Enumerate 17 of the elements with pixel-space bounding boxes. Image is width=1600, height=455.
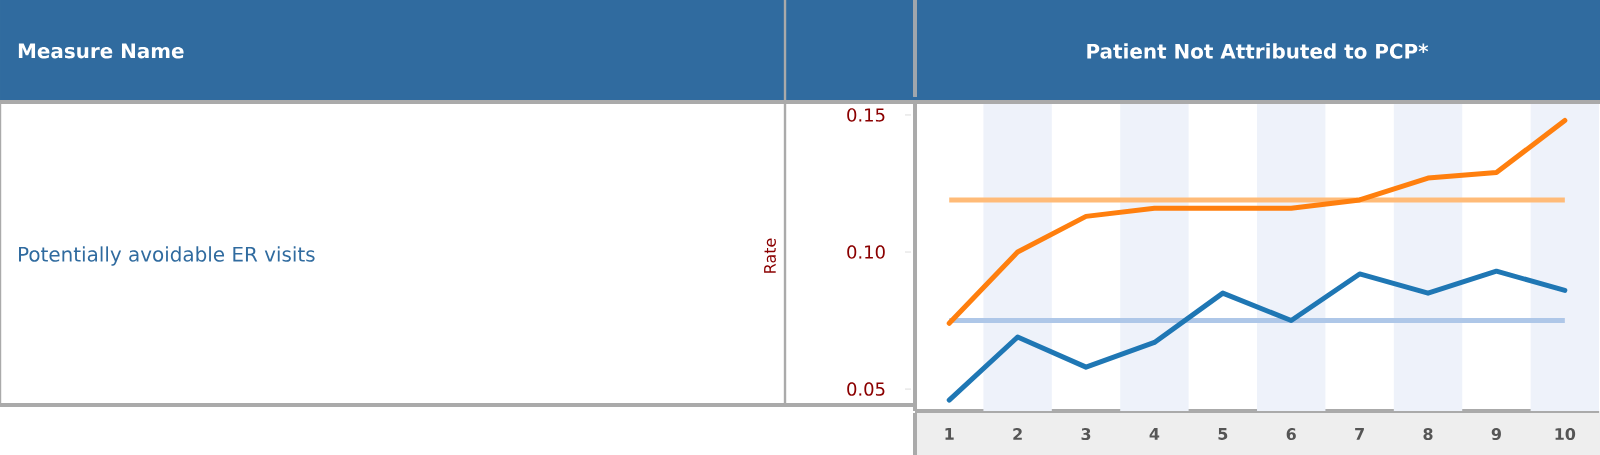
y-axis-title: Rate [764, 238, 776, 273]
chart-title: Patient Not Attributed to PCP* [1087, 43, 1429, 59]
x-tick-label: 5 [1218, 428, 1228, 440]
x-tick-label: 1 [945, 428, 954, 440]
x-tick-label: 2 [1013, 428, 1022, 440]
x-tick-label: 10 [1555, 428, 1576, 441]
y-tick-label: 0.15 [847, 108, 885, 122]
text: Measure Name [18, 43, 184, 59]
x-tick-label: 4 [1149, 428, 1160, 440]
y-tick-label: 0.10 [847, 245, 885, 259]
x-tick-label: 8 [1423, 428, 1433, 441]
text: Potentially avoidable ER visits [19, 246, 315, 266]
y-tick-label: 0.05 [847, 382, 885, 396]
x-tick-label: 6 [1286, 428, 1296, 441]
x-tick-label: 7 [1355, 428, 1364, 440]
x-tick-label: 3 [1081, 428, 1091, 441]
x-tick-label: 9 [1491, 428, 1501, 441]
